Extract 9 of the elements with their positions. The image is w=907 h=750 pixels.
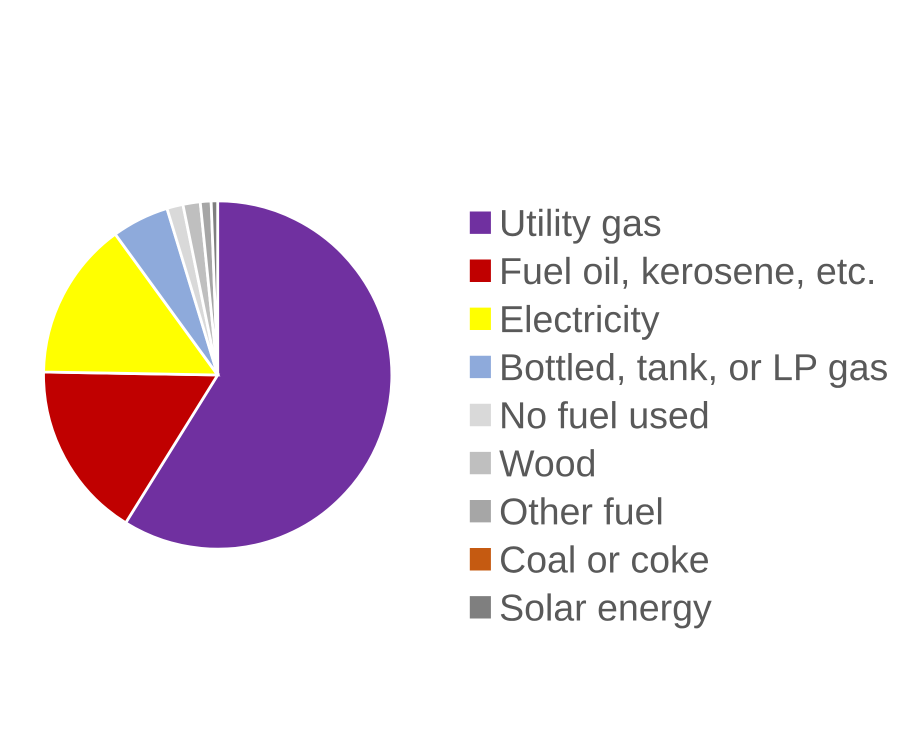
legend-label: Other fuel	[500, 497, 662, 525]
legend-label: Utility gas	[502, 208, 660, 244]
legend-label: Coal or coke	[501, 545, 708, 573]
legend-label: Solar energy	[500, 593, 712, 628]
legend-label: Wood	[499, 449, 594, 477]
legend-label: No fuel used	[502, 401, 708, 429]
legend-label: Electricity	[502, 304, 660, 340]
legend-label: Bottled, tank, or LP gas	[502, 352, 887, 388]
legend-label: Fuel oil, kerosene, etc.	[502, 256, 873, 289]
